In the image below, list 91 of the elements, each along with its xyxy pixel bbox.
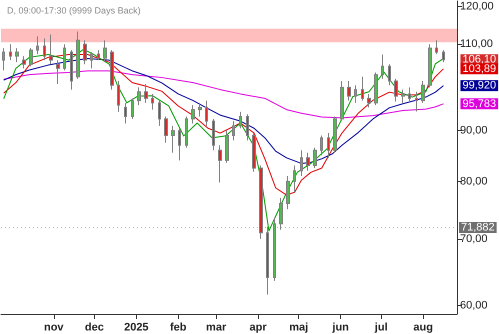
candlestick [29,48,33,67]
ref-line-label: 71,882 [461,221,495,234]
candlestick [218,144,222,183]
candlestick [313,147,317,169]
candlestick [137,86,141,106]
x-tick-label: dec [84,322,104,334]
candlestick [286,176,290,210]
annotation: 95,783 [462,98,496,110]
candlestick [333,116,337,154]
candlestick [158,100,161,126]
candlestick [117,80,120,112]
candlestick [70,50,73,90]
candlestick [76,30,80,80]
candlestick [320,134,323,156]
y-tick-label: 70,00 [460,232,488,245]
candlestick [435,40,438,55]
candlestick [394,78,398,102]
x-tick-label: mar [206,322,227,334]
line-series [3,58,444,164]
candlestick [49,34,53,65]
annotation: 99,920 [462,80,496,92]
candlestick [171,125,175,154]
x-tick-label: aug [413,322,433,334]
candlestick [388,64,391,86]
x-tick-label: 2025 [124,322,149,334]
candlestick [266,226,269,296]
candlestick [22,56,26,69]
annotation: 103,89 [462,62,496,75]
x-tick-label: feb [170,322,187,334]
candlestick [374,72,378,106]
candlestick [97,50,100,61]
candlestick [198,102,202,118]
candlestick [36,36,39,55]
y-tick-label: 80,00 [460,175,488,188]
candlestick [279,197,283,230]
candlestick [354,84,357,104]
candlestick [273,217,276,282]
candlestick [327,132,330,158]
x-tick-label: jun [331,322,350,334]
candlestick [415,91,418,112]
candlestick [340,80,344,122]
candlestick [205,100,208,126]
candlestick [300,150,303,177]
candlestick [259,165,263,240]
candlestick [56,60,60,84]
y-tick-label: 120,00 [460,0,494,13]
candlestick [185,116,188,148]
candlestick [164,116,168,144]
candlestick [421,80,425,104]
candlestick [367,93,371,108]
candlestick [361,76,364,102]
text: D, 09:00-17:30 (9999 Days Back) [7,6,141,16]
candlestick [15,48,19,63]
candlestick [131,98,134,120]
candlestick [110,50,114,90]
candlestick [2,48,5,71]
candlestick [239,111,242,129]
candlestick [381,54,384,80]
candlestick [9,44,12,61]
candlestick [252,132,256,172]
candlestick [43,38,46,61]
candlestick [408,86,411,104]
y-tick-label: 60,00 [460,299,488,312]
line-series [3,54,444,196]
line-series [3,70,444,118]
candlestick [293,165,296,193]
candlestick [306,152,310,172]
candlestick [401,89,405,104]
x-tick-label: apr [250,322,268,334]
candlestick [151,93,154,110]
line-series [3,48,444,232]
x-tick-label: jul [374,322,388,334]
candlestick [191,104,195,124]
candlestick [232,120,235,141]
candlestick [90,52,93,69]
candlestick [124,102,127,124]
candlestick [225,130,229,164]
candlestick [63,44,66,71]
candlestick [178,128,181,161]
x-tick-label: maj [289,322,308,334]
x-tick-label: nov [44,322,64,334]
candlestick [442,50,445,63]
candlestick [428,44,432,88]
candlestick [212,118,215,151]
candlestick [347,80,351,102]
candlestick [144,83,148,104]
candlestick [83,40,87,65]
candlestick [103,40,107,63]
y-tick-label: 90,00 [460,124,488,137]
y-tick-label: 110,00 [460,38,493,50]
candlestick [246,114,249,141]
